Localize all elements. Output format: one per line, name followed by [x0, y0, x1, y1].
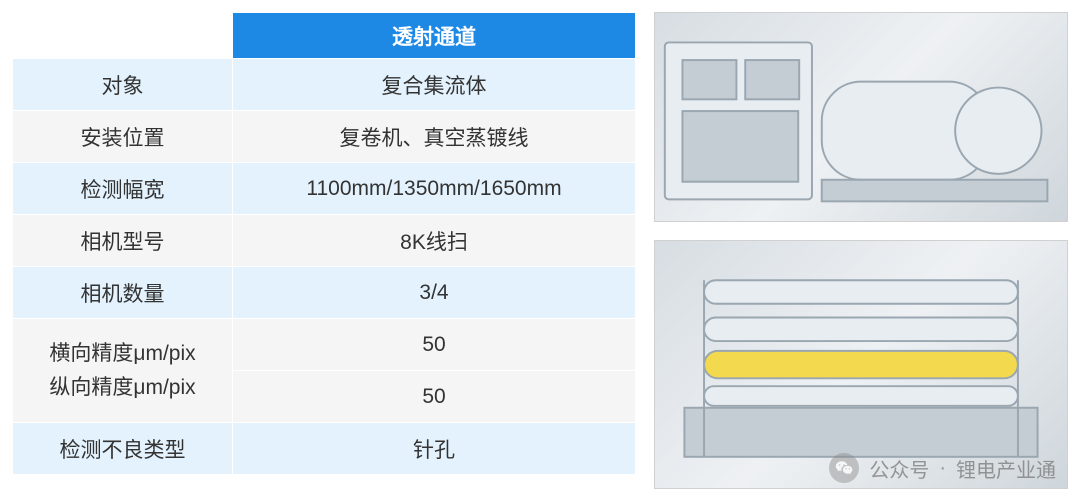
table-row: 安装位置 复卷机、真空蒸镀线: [13, 111, 636, 163]
row-value: 8K线扫: [233, 215, 636, 267]
precision-label-line2: 纵向精度μm/pix: [49, 376, 195, 399]
row-value: 1100mm/1350mm/1650mm: [233, 163, 636, 215]
table-row: 横向精度μm/pix 纵向精度μm/pix 50: [13, 319, 636, 371]
equipment-image-bottom: [654, 240, 1068, 489]
row-value: 复合集流体: [233, 59, 636, 111]
row-value: 3/4: [233, 267, 636, 319]
images-column: [648, 12, 1068, 489]
row-value: 复卷机、真空蒸镀线: [233, 111, 636, 163]
equipment-image-top: [654, 12, 1068, 222]
table-row: 相机型号 8K线扫: [13, 215, 636, 267]
row-label: 相机数量: [13, 267, 233, 319]
row-label: 检测幅宽: [13, 163, 233, 215]
table-row: 检测幅宽 1100mm/1350mm/1650mm: [13, 163, 636, 215]
precision-label: 横向精度μm/pix 纵向精度μm/pix: [13, 319, 233, 423]
header-row: 透射通道: [13, 13, 636, 59]
row-value: 针孔: [233, 423, 636, 475]
precision-value-2: 50: [233, 371, 636, 423]
header-channel: 透射通道: [233, 13, 636, 59]
precision-label-line1: 横向精度μm/pix: [49, 342, 195, 365]
precision-value-1: 50: [233, 319, 636, 371]
table-row: 相机数量 3/4: [13, 267, 636, 319]
spec-table-wrap: 透射通道 对象 复合集流体 安装位置 复卷机、真空蒸镀线 检测幅宽 1100mm…: [12, 12, 636, 489]
page-container: 透射通道 对象 复合集流体 安装位置 复卷机、真空蒸镀线 检测幅宽 1100mm…: [0, 0, 1080, 501]
machine-sketch-icon: [655, 13, 1067, 219]
table-row: 对象 复合集流体: [13, 59, 636, 111]
header-blank: [13, 13, 233, 59]
row-label: 安装位置: [13, 111, 233, 163]
rewinder-sketch-icon: [655, 241, 1067, 476]
table-row: 检测不良类型 针孔: [13, 423, 636, 475]
row-label: 对象: [13, 59, 233, 111]
row-label: 相机型号: [13, 215, 233, 267]
row-label: 检测不良类型: [13, 423, 233, 475]
spec-table: 透射通道 对象 复合集流体 安装位置 复卷机、真空蒸镀线 检测幅宽 1100mm…: [12, 12, 636, 475]
